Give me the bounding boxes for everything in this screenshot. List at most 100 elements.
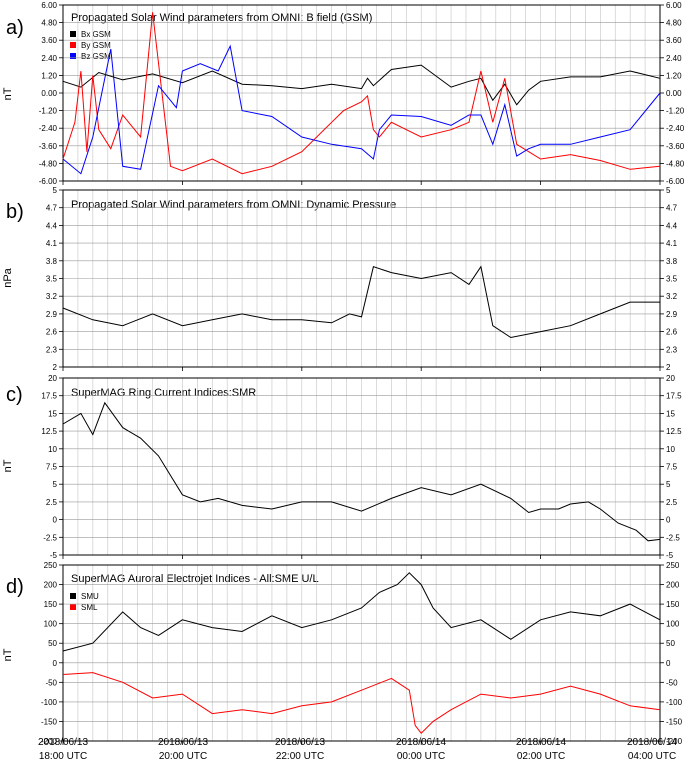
y-tick-label-right: 3.5 [666, 275, 678, 284]
panel-c-title: SuperMAG Ring Current Indices:SMR [71, 387, 256, 399]
x-tick-date-2: 2018/06/13 [275, 737, 325, 748]
y-tick-label-left: 250 [44, 561, 58, 570]
y-tick-label-right: 2.40 [666, 54, 682, 63]
panel-d-ylabel: nT [2, 648, 14, 661]
plot-frame [62, 377, 661, 556]
y-tick-label-left: 17.5 [41, 392, 57, 401]
y-tick-label-left: -3.60 [39, 142, 58, 151]
panel-c-letter: c) [6, 384, 23, 406]
plot-frame [62, 189, 661, 368]
legend-sml-swatch [70, 604, 76, 610]
y-tick-label-left: 12.5 [41, 427, 57, 436]
y-tick-label-left: 2.6 [46, 328, 58, 337]
x-tick-date-4: 2018/06/14 [516, 737, 566, 748]
panel-c-plot: -5 -5 -2.5 -2.5 0 0 2.5 2.5 5 5 7.5 7.5 10 10 12.5 12.5… [41, 374, 682, 560]
panel-d-legend: SMU SML [70, 592, 99, 612]
panel-b-title: Propagated Solar Wind parameters from OM… [71, 199, 396, 211]
y-tick-label-right: 12.5 [666, 427, 682, 436]
y-tick-label-right: 250 [666, 561, 680, 570]
y-tick-label-right: 2.6 [666, 328, 678, 337]
panel-a-letter: a) [6, 17, 24, 39]
y-tick-label-left: 4.4 [46, 221, 58, 230]
x-tick-time-4: 02:00 UTC [517, 751, 565, 762]
y-tick-label-right: 1.20 [666, 71, 682, 80]
y-tick-label-left: 0 [53, 516, 58, 525]
y-tick-label-right: 6.00 [666, 1, 682, 10]
y-tick-label-right: 0 [666, 659, 671, 668]
legend-bx-swatch [70, 31, 76, 37]
y-tick-label-right: 5 [666, 480, 671, 489]
panel-b-letter: b) [6, 201, 24, 223]
y-tick-label-left: -150 [41, 717, 58, 726]
y-tick-label-right: 2.3 [666, 345, 678, 354]
y-tick-label-left: 2 [53, 363, 58, 372]
bz-gsm-series-line [62, 44, 661, 175]
panel-d-title: SuperMAG Auroral Electrojet Indices - Al… [71, 573, 319, 585]
y-tick-label-right: 2 [666, 363, 671, 372]
y-tick-label-right: 20 [666, 374, 675, 383]
panel-a: a) nT Propagated Solar Wind parameters f… [2, 12, 372, 100]
y-tick-label-left: -1.20 [39, 107, 58, 116]
y-tick-label-right: -2.40 [666, 124, 685, 133]
x-tick-time-5: 04:00 UTC [628, 751, 676, 762]
y-tick-label-left: 1.20 [41, 71, 57, 80]
y-tick-label-left: 3.5 [46, 275, 58, 284]
y-tick-label-left: -100 [41, 698, 58, 707]
y-tick-label-right: 0 [666, 516, 671, 525]
y-tick-label-left: 4.1 [46, 239, 58, 248]
y-tick-label-right: 17.5 [666, 392, 682, 401]
legend-sml-label: SML [81, 603, 98, 612]
y-tick-label-left: 5 [53, 186, 58, 195]
panel-c-series-line [62, 401, 661, 542]
panel-d: d) nT SuperMAG Auroral Electrojet Indice… [2, 573, 319, 661]
y-tick-label-right: 150 [666, 600, 680, 609]
y-tick-label-right: 3.60 [666, 36, 682, 45]
y-tick-label-left: 0.00 [41, 89, 57, 98]
y-tick-label-left: -2.5 [43, 533, 57, 542]
panel-b-plot: 2 2 2.3 2.3 2.6 2.6 2.9 2.9 3.2 3.2 3.5 3.5 3.8 3.8 4.… [46, 186, 678, 372]
y-tick-label-right: -5 [666, 551, 674, 560]
y-tick-label-left: 2.40 [41, 54, 57, 63]
y-tick-label-right: 4.1 [666, 239, 678, 248]
y-tick-label-left: 0 [53, 659, 58, 668]
legend-by-label: By GSM [81, 41, 111, 50]
panel-c: c) nT SuperMAG Ring Current Indices:SMR [2, 384, 256, 472]
legend-bz-label: Bz GSM [81, 52, 111, 61]
x-tick-time-3: 00:00 UTC [397, 751, 445, 762]
y-tick-label-right: -3.60 [666, 142, 685, 151]
y-tick-label-right: -150 [666, 717, 683, 726]
y-tick-label-right: 100 [666, 620, 680, 629]
panel-c-ylabel: nT [2, 459, 14, 472]
panel-a-title: Propagated Solar Wind parameters from OM… [71, 12, 372, 24]
legend-bz-swatch [70, 53, 76, 59]
y-tick-label-left: -50 [45, 678, 57, 687]
y-tick-label-left: 3.2 [46, 292, 58, 301]
bx-gsm-series-line [62, 64, 661, 106]
x-tick-time-0: 18:00 UTC [39, 751, 87, 762]
y-tick-label-right: -100 [666, 698, 683, 707]
panel-d-plot: -200 -200 -150 -150 -100 -100 -50 -50 0 0 50 50 100 1… [41, 561, 683, 746]
y-tick-label-right: -1.20 [666, 107, 685, 116]
y-tick-label-right: 4.80 [666, 19, 682, 28]
y-tick-label-right: 2.5 [666, 498, 678, 507]
y-tick-label-left: 3.60 [41, 36, 57, 45]
y-tick-label-left: 6.00 [41, 1, 57, 10]
panel-a-legend: Bx GSM By GSM Bz GSM [70, 30, 111, 61]
plot-frame [62, 564, 661, 742]
smu-series-line [62, 572, 661, 652]
y-tick-label-left: 4.7 [46, 204, 58, 213]
y-tick-label-right: 4.4 [666, 221, 678, 230]
y-tick-label-left: 200 [44, 581, 58, 590]
legend-smu-label: SMU [81, 592, 99, 601]
y-tick-label-left: -4.80 [39, 159, 58, 168]
y-tick-label-left: 20 [48, 374, 57, 383]
y-tick-label-right: -2.5 [666, 533, 680, 542]
y-tick-label-right: 15 [666, 409, 675, 418]
y-tick-label-left: 2.9 [46, 310, 58, 319]
y-tick-label-right: 5 [666, 186, 671, 195]
y-tick-label-right: 7.5 [666, 463, 678, 472]
y-tick-label-left: -2.40 [39, 124, 58, 133]
y-tick-label-left: 5 [53, 480, 58, 489]
y-tick-label-right: -200 [666, 737, 683, 746]
